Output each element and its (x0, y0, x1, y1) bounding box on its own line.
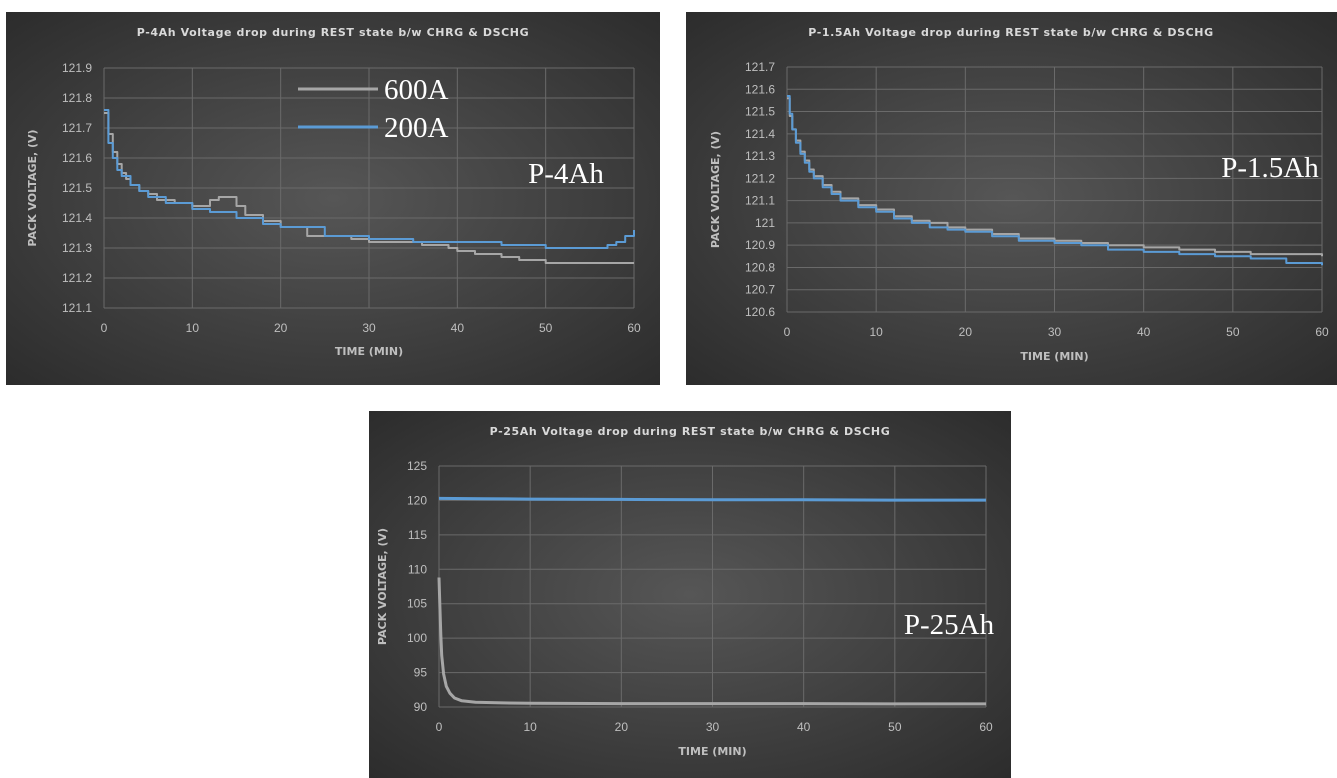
chart-p25ah: P-25Ah Voltage drop during REST state b/… (376, 425, 995, 758)
y-tick-label: 121.4 (62, 211, 92, 225)
y-tick-label: 120 (407, 493, 427, 507)
y-tick-label: 121.5 (62, 181, 92, 195)
x-tick-label: 30 (706, 720, 720, 734)
x-tick-label: 0 (784, 325, 791, 339)
y-axis-title: PACK VOLTAGE, (V) (709, 131, 722, 248)
y-axis-title: PACK VOLTAGE, (V) (26, 129, 39, 246)
x-tick-label: 20 (959, 325, 973, 339)
series-line-600a (437, 577, 986, 706)
x-axis-title: TIME (MIN) (678, 745, 746, 758)
y-tick-label: 121.6 (745, 82, 775, 96)
y-tick-label: 120.7 (745, 283, 775, 297)
x-axis-title: TIME (MIN) (1020, 350, 1088, 363)
chart-panel-p1-5ah: P-1.5Ah Voltage drop during REST state b… (686, 12, 1337, 385)
pack-label: P-1.5Ah (1221, 152, 1319, 184)
y-tick-label: 121.4 (745, 127, 775, 141)
x-tick-label: 30 (362, 321, 376, 335)
chart-p1-5ah: P-1.5Ah Voltage drop during REST state b… (709, 26, 1329, 363)
x-tick-label: 20 (615, 720, 629, 734)
y-tick-label: 121.3 (745, 149, 775, 163)
y-tick-label: 125 (407, 459, 427, 473)
y-tick-label: 121.6 (62, 151, 92, 165)
y-tick-label: 121.7 (745, 60, 775, 74)
chart-title: P-1.5Ah Voltage drop during REST state b… (808, 26, 1213, 39)
y-tick-label: 121.1 (745, 194, 775, 208)
legend-label-600a: 600A (384, 74, 449, 106)
y-tick-label: 121.2 (62, 271, 92, 285)
series-line-200a (787, 95, 1323, 266)
y-tick-label: 121.2 (745, 171, 775, 185)
y-tick-label: 115 (408, 528, 427, 542)
x-tick-label: 50 (888, 720, 902, 734)
x-tick-label: 60 (627, 321, 641, 335)
y-tick-label: 105 (407, 597, 427, 611)
y-tick-label: 120.6 (745, 305, 775, 319)
x-tick-label: 0 (436, 720, 443, 734)
x-axis-title: TIME (MIN) (335, 345, 403, 358)
y-tick-label: 121.7 (62, 121, 92, 135)
x-tick-label: 50 (539, 321, 553, 335)
chart-panel-p4ah: P-4Ah Voltage drop during REST state b/w… (6, 12, 660, 385)
pack-label: P-4Ah (528, 158, 604, 190)
chart-title: P-4Ah Voltage drop during REST state b/w… (137, 26, 529, 39)
y-tick-label: 120.9 (745, 238, 775, 252)
chart-p4ah: P-4Ah Voltage drop during REST state b/w… (26, 26, 641, 358)
y-tick-label: 100 (407, 631, 427, 645)
x-tick-label: 60 (979, 720, 993, 734)
x-tick-label: 40 (1137, 325, 1151, 339)
x-tick-label: 20 (274, 321, 288, 335)
x-tick-label: 50 (1226, 325, 1240, 339)
x-tick-label: 10 (186, 321, 200, 335)
y-tick-label: 121.5 (745, 105, 775, 119)
y-tick-label: 90 (414, 700, 428, 714)
chart-panel-p25ah: P-25Ah Voltage drop during REST state b/… (369, 411, 1011, 778)
x-tick-label: 10 (869, 325, 883, 339)
series-line-200a (104, 109, 635, 249)
y-tick-label: 121.8 (62, 91, 92, 105)
y-tick-label: 121.9 (62, 61, 92, 75)
y-tick-label: 95 (414, 666, 428, 680)
legend-label-200a: 200A (384, 112, 449, 144)
y-tick-label: 121.1 (62, 301, 92, 315)
x-tick-label: 40 (451, 321, 465, 335)
y-axis-title: PACK VOLTAGE, (V) (376, 528, 389, 645)
x-tick-label: 10 (523, 720, 537, 734)
x-tick-label: 0 (101, 321, 108, 335)
y-tick-label: 121.3 (62, 241, 92, 255)
y-tick-label: 120.8 (745, 260, 775, 274)
x-tick-label: 60 (1315, 325, 1329, 339)
y-tick-label: 110 (408, 562, 427, 576)
y-tick-label: 121 (755, 216, 775, 230)
series-line-600a (104, 112, 634, 264)
chart-title: P-25Ah Voltage drop during REST state b/… (490, 425, 891, 438)
series-line-200a (438, 496, 986, 502)
x-tick-label: 30 (1048, 325, 1062, 339)
pack-label: P-25Ah (904, 609, 995, 641)
x-tick-label: 40 (797, 720, 811, 734)
